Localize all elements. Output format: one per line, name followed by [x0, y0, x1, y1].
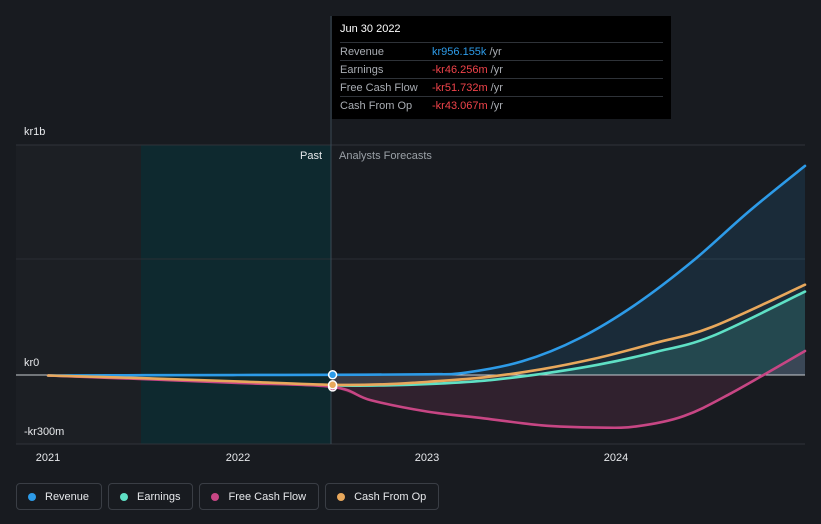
tooltip-value: -kr46.256m	[432, 63, 488, 76]
legend-item-free-cash-flow[interactable]: Free Cash Flow	[199, 483, 320, 510]
tooltip-value: -kr43.067m	[432, 99, 488, 112]
legend-label: Revenue	[45, 490, 90, 503]
x-tick-2024: 2024	[603, 452, 629, 464]
tooltip: Jun 30 2022 Revenue kr956.155k /yr Earni…	[332, 16, 671, 119]
tooltip-value: -kr51.732m	[432, 81, 488, 94]
legend-item-earnings[interactable]: Earnings	[108, 483, 194, 510]
tooltip-unit: /yr	[490, 99, 503, 112]
forecast-label: Analysts Forecasts	[339, 150, 432, 162]
marker-revenue	[327, 370, 338, 380]
tooltip-unit: /yr	[490, 81, 503, 94]
series-line-revenue	[46, 164, 807, 377]
tooltip-date: Jun 30 2022	[340, 23, 401, 35]
tooltip-row-revenue: Revenue kr956.155k /yr	[340, 42, 663, 60]
tooltip-value: kr956.155k	[432, 45, 487, 58]
tooltip-label: Free Cash Flow	[340, 81, 418, 94]
past-highlight-band	[141, 145, 331, 444]
x-tick-2023: 2023	[414, 452, 440, 464]
legend-label: Earnings	[137, 490, 181, 503]
y-tick-zero: kr0	[24, 357, 40, 369]
pre-shade-band	[16, 145, 141, 444]
tooltip-row-cash-from-op: Cash From Op -kr43.067m /yr	[340, 96, 663, 114]
legend-label: Free Cash Flow	[228, 490, 307, 503]
tooltip-row-earnings: Earnings -kr46.256m /yr	[340, 60, 663, 78]
tooltip-label: Cash From Op	[340, 99, 413, 112]
legend-dot-icon	[337, 492, 346, 501]
area-revenue	[332, 165, 805, 375]
legend: Revenue Earnings Free Cash Flow Cash Fro…	[16, 483, 440, 510]
y-tick-top: kr1b	[24, 126, 46, 138]
series-line-free-cash-flow	[46, 349, 807, 430]
y-tick-bottom: -kr300m	[24, 426, 65, 438]
tooltip-unit: /yr	[490, 63, 503, 76]
tooltip-label: Earnings	[340, 63, 384, 76]
area-earnings	[332, 291, 805, 386]
legend-dot-icon	[211, 492, 220, 501]
tooltip-unit: /yr	[489, 45, 502, 58]
legend-dot-icon	[120, 492, 129, 501]
legend-item-cash-from-op[interactable]: Cash From Op	[325, 483, 440, 510]
series-line-cash-from-op	[46, 283, 807, 387]
tooltip-label: Revenue	[340, 45, 385, 58]
legend-dot-icon	[28, 492, 36, 501]
area-free-cash-flow	[332, 351, 805, 428]
x-tick-2022: 2022	[225, 452, 251, 464]
x-tick-2021: 2021	[35, 452, 61, 464]
marker-cash-from-op	[327, 380, 338, 390]
past-label: Past	[300, 150, 323, 162]
legend-item-revenue[interactable]: Revenue	[16, 483, 103, 510]
legend-label: Cash From Op	[354, 490, 427, 503]
tooltip-row-free-cash-flow: Free Cash Flow -kr51.732m /yr	[340, 78, 663, 96]
